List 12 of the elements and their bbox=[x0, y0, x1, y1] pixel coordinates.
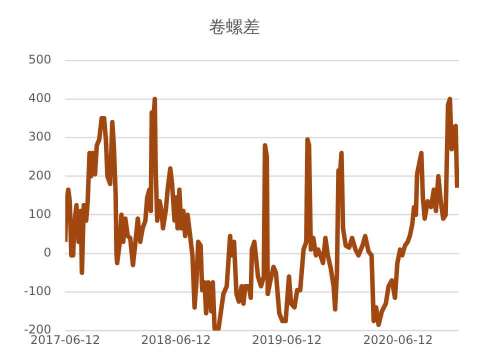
y-tick-label: 400 bbox=[28, 91, 52, 106]
y-tick-label: 200 bbox=[28, 168, 52, 182]
y-tick-label: -100 bbox=[24, 284, 52, 298]
y-tick-label: 100 bbox=[28, 206, 52, 221]
y-tick-label: 500 bbox=[28, 52, 52, 67]
x-tick-label: 2018-06-12 bbox=[141, 332, 211, 347]
y-tick-label: 300 bbox=[28, 130, 52, 144]
y-tick-label: 0 bbox=[44, 246, 52, 260]
x-tick-label: 2020-06-12 bbox=[363, 332, 433, 347]
x-tick-label: 2017-06-12 bbox=[30, 332, 100, 347]
chart-title: 卷螺差 bbox=[209, 18, 260, 38]
x-tick-label: 2019-06-12 bbox=[252, 332, 322, 347]
